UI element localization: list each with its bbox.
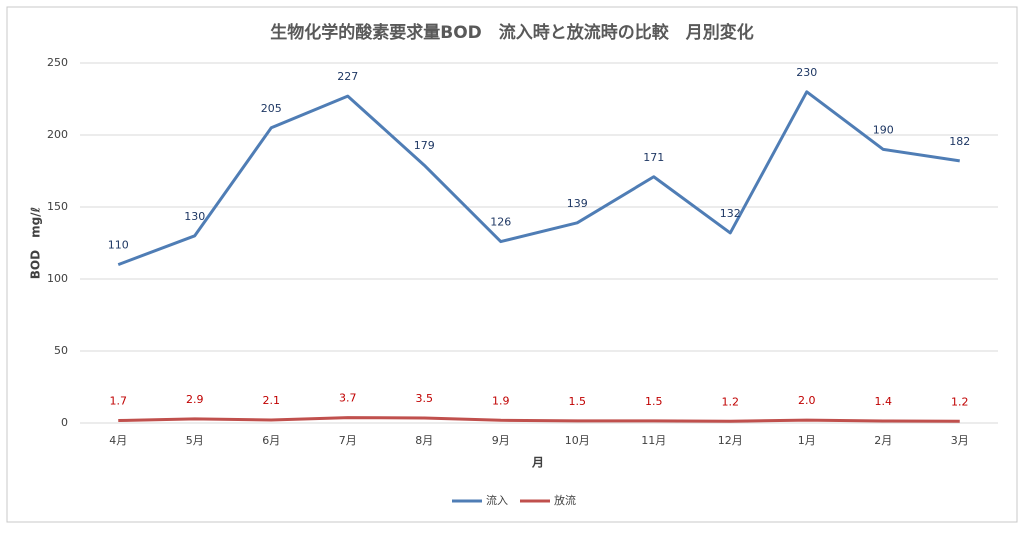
data-label: 1.5 (569, 395, 587, 408)
data-label: 139 (567, 197, 588, 210)
legend-label: 放流 (554, 493, 576, 507)
y-tick-label: 50 (54, 344, 68, 357)
y-tick-label: 200 (47, 128, 68, 141)
data-label: 190 (873, 123, 894, 136)
data-label: 1.7 (110, 395, 128, 408)
data-label: 1.2 (722, 395, 740, 408)
data-label: 126 (490, 216, 511, 229)
data-label: 1.5 (645, 395, 663, 408)
x-tick-label: 7月 (339, 434, 357, 447)
x-tick-label: 9月 (492, 434, 510, 447)
data-label: 171 (643, 151, 664, 164)
x-axis-label: 月 (531, 456, 544, 470)
data-label: 227 (337, 70, 358, 83)
legend-label: 流入 (486, 493, 508, 507)
data-label: 179 (414, 139, 435, 152)
data-label: 3.5 (416, 392, 434, 405)
y-tick-label: 0 (61, 416, 68, 429)
chart-title: 生物化学的酸素要求量BOD 流入時と放流時の比較 月別変化 (270, 22, 754, 43)
data-label: 1.9 (492, 394, 510, 407)
x-tick-label: 10月 (565, 434, 590, 447)
data-label: 205 (261, 102, 282, 115)
x-tick-label: 6月 (262, 434, 280, 447)
data-label: 1.4 (875, 395, 893, 408)
x-tick-label: 2月 (874, 434, 892, 447)
y-tick-label: 150 (47, 200, 68, 213)
x-tick-label: 5月 (186, 434, 204, 447)
x-tick-label: 3月 (951, 434, 969, 447)
y-tick-label: 250 (47, 56, 68, 69)
y-tick-label: 100 (47, 272, 68, 285)
x-tick-label: 8月 (415, 434, 433, 447)
chart-frame (6, 6, 1018, 523)
data-label: 2.9 (186, 393, 204, 406)
x-tick-label: 11月 (641, 434, 666, 447)
x-tick-label: 1月 (798, 434, 816, 447)
series-line (117, 90, 960, 267)
data-label: 1.2 (951, 395, 969, 408)
x-tick-label: 4月 (109, 434, 127, 447)
data-label: 2.0 (798, 394, 816, 407)
data-label: 2.1 (263, 394, 281, 407)
data-label: 132 (720, 207, 741, 220)
data-label: 3.7 (339, 392, 357, 405)
data-label: 110 (108, 239, 129, 252)
x-tick-label: 12月 (718, 434, 743, 447)
y-axis-label: BOD mg/ℓ (29, 207, 43, 279)
series-line (118, 416, 960, 423)
data-label: 182 (949, 135, 970, 148)
data-label: 130 (184, 210, 205, 223)
data-label: 230 (796, 66, 817, 79)
